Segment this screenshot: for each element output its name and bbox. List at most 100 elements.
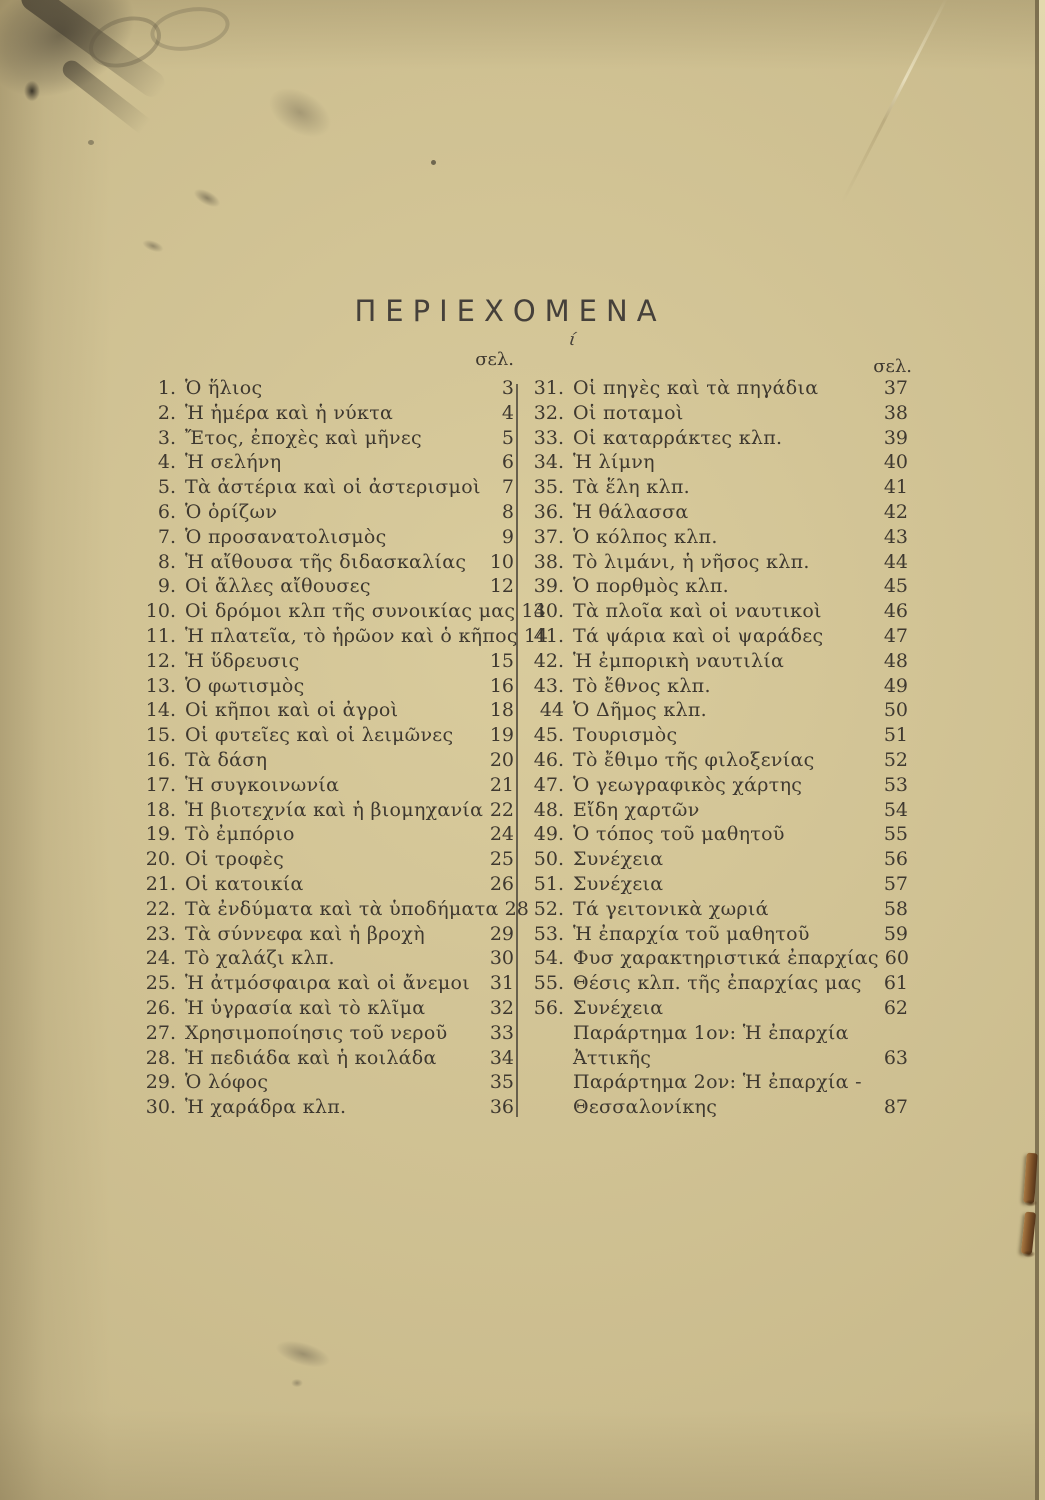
toc-entry-title: Συνέχεια (573, 996, 664, 1019)
pencil-loop-mark (82, 7, 168, 77)
toc-entry: 14. Οἱ κῆποι καὶ οἱ ἀγροὶ 18 (142, 698, 514, 723)
toc-entry-page: 41 (883, 476, 908, 499)
toc-entry-title: Ἡ βιοτεχνία καὶ ἡ βιομηχανία (185, 798, 484, 821)
toc-entry-title: Ἡ αἴθουσα τῆς διδασκαλίας (185, 550, 467, 573)
ink-smudge (138, 235, 168, 257)
toc-entry: 20. Οἱ τροφὲς 25 (142, 847, 514, 872)
toc-entry: 17. Ἡ συγκοινωνία 21 (142, 773, 514, 798)
toc-entry-page: 28 (504, 897, 529, 920)
staple-shadow (1024, 1199, 1038, 1207)
toc-entry-title: Ὁ φωτισμὸς (185, 674, 305, 697)
toc-entry-title: Ὁ πορθμὸς κλπ. (573, 575, 730, 598)
toc-entry-page: 34 (489, 1046, 514, 1069)
toc-entry-page: 49 (883, 674, 908, 697)
toc-entry: 40. Τὰ πλοῖα καὶ οἱ ναυτικοὶ 46 (530, 599, 908, 624)
toc-entry: 56. Συνέχεια 62 (530, 996, 908, 1021)
toc-entry-number: 24. (145, 947, 176, 970)
toc-entry-page: 5 (501, 426, 514, 449)
toc-entry-title: Συνέχεια (573, 872, 664, 895)
toc-entry-page: 21 (489, 773, 514, 796)
toc-entry-page: 42 (883, 500, 908, 523)
toc-entry-title: Ἡ ἡμέρα καὶ ἡ νύκτα (185, 401, 394, 424)
toc-entry-number: 13. (145, 674, 176, 697)
toc-entry-page: 9 (501, 525, 514, 548)
toc-entry-number: 21. (145, 872, 176, 895)
toc-entry: 55. Θέσις κλπ. τῆς ἐπαρχίας μας 61 (530, 971, 908, 996)
toc-entry-title: Τὰ σύννεφα καὶ ἡ βροχὴ (185, 922, 425, 945)
toc-entry-number: 9. (157, 575, 176, 598)
toc-entry-number: 20. (145, 848, 176, 871)
toc-entry: 39. Ὁ πορθμὸς κλπ. 45 (530, 574, 908, 599)
pencil-loop-mark (146, 1, 234, 57)
toc-entry-title: Ἡ θάλασσα (573, 500, 689, 523)
ink-smudge (188, 182, 226, 214)
toc-entry-title: Ἡ ἐπαρχία τοῦ μαθητοῦ (573, 922, 810, 945)
toc-entry-title: Τά ψάρια καὶ οἱ ψαράδες (573, 624, 824, 647)
pencil-smudge (265, 1330, 341, 1378)
toc-entry-page: 25 (489, 848, 514, 871)
toc-entry-page: 18 (489, 699, 514, 722)
toc-entry: 23. Τὰ σύννεφα καὶ ἡ βροχὴ 29 (142, 922, 514, 947)
page-column-label-left: σελ. (475, 349, 514, 370)
toc-entry-title: Τὸ λιμάνι, ἡ νῆσος κλπ. (573, 550, 810, 573)
toc-entry-title: Ἡ συγκοινωνία (185, 773, 340, 796)
toc-entry: 47. Ὁ γεωγραφικὸς χάρτης 53 (530, 773, 908, 798)
toc-entry-title: Τά γειτονικὰ χωριά (573, 897, 769, 920)
toc-entry: 3. Ἔτος, ἐποχὲς καὶ μῆνες 5 (142, 426, 514, 451)
toc-entry-title: Οἱ δρόμοι κλπ τῆς συνοικίας μας (185, 600, 516, 623)
toc-entry: 49. Ὁ τόπος τοῦ μαθητοῦ 55 (530, 822, 908, 847)
toc-entry-number: 3. (157, 426, 176, 449)
toc-entry-title: Ὁ προσανατολισμὸς (185, 525, 387, 548)
toc-entry-number: 25. (145, 972, 176, 995)
toc-entry: Παράρτημα 1ον: Ἡ ἐπαρχία (530, 1021, 908, 1046)
toc-entry-title: Οἱ κῆποι καὶ οἱ ἀγροὶ (185, 699, 399, 722)
toc-entry-page: 30 (489, 947, 514, 970)
toc-entry-number: 54. (533, 947, 564, 970)
toc-entry-number: 11. (145, 624, 176, 647)
toc-entry: 5. Τὰ ἀστέρια καὶ οἱ ἀστερισμοὶ 7 (142, 475, 514, 500)
toc-entry-title: Τὰ πλοῖα καὶ οἱ ναυτικοὶ (573, 600, 822, 623)
toc-entry-number: 19. (145, 823, 176, 846)
toc-entry-number (530, 1021, 564, 1046)
toc-entry-number: 14. (145, 699, 176, 722)
toc-entry-number: 1. (157, 377, 176, 399)
toc-entry-number: 46. (533, 748, 564, 771)
toc-entry-title: Ἡ λίμνη (573, 451, 655, 474)
toc-entry-page: 24 (489, 823, 514, 846)
toc-entry: Παράρτημα 2ον: Ἡ ἐπαρχία - (530, 1070, 908, 1095)
toc-entry-number: 16. (145, 748, 176, 771)
toc-entry-number (530, 1046, 564, 1071)
toc-entry-title: Τὸ ἐμπόριο (185, 823, 295, 846)
toc-entry: 8. Ἡ αἴθουσα τῆς διδασκαλίας 10 (142, 550, 514, 575)
toc-entry: 1. Ὁ ἥλιος 3 (142, 376, 514, 401)
toc-entry: 19. Τὸ ἐμπόριο 24 (142, 822, 514, 847)
toc-entry-title: Ὁ γεωγραφικὸς χάρτης (573, 773, 803, 796)
toc-entry-page: 62 (883, 996, 908, 1019)
toc-entry-title: Οἱ φυτεῖες καὶ οἱ λειμῶνες (185, 724, 454, 747)
toc-entry-page: 26 (489, 872, 514, 895)
toc-entry-page: 29 (489, 922, 514, 945)
ink-smudge (59, 56, 165, 146)
toc-entry-title: Ὁ λόφος (185, 1071, 269, 1094)
toc-entry-title: Ὁ τόπος τοῦ μαθητοῦ (573, 823, 785, 846)
toc-entry-page: 35 (489, 1071, 514, 1094)
toc-entry-title: Ὁ ἥλιος (185, 377, 263, 399)
toc-entry-title: Παράρτημα 1ον: Ἡ ἐπαρχία (573, 1021, 849, 1044)
toc-entry: 36. Ἡ θάλασσα 42 (530, 500, 908, 525)
toc-entry-number: 55. (533, 972, 564, 995)
toc-entry: 32. Οἱ ποταμοὶ 38 (530, 401, 908, 426)
toc-entry-number: 6. (157, 500, 176, 523)
toc-entry: 4. Ἡ σελήνη 6 (142, 450, 514, 475)
toc-entry-page: 32 (489, 996, 514, 1019)
toc-entry: 51. Συνέχεια 57 (530, 872, 908, 897)
toc-entry-number: 10. (145, 600, 176, 623)
pencil-smudge (290, 1378, 304, 1388)
toc-entry-title: Ἀττικῆς (573, 1046, 652, 1069)
toc-entry-number: 36. (533, 500, 564, 523)
toc-entry-page: 46 (883, 600, 908, 623)
toc-entry-page: 20 (489, 748, 514, 771)
toc-entry-page: 19 (489, 724, 514, 747)
toc-entry-number: 51. (533, 872, 564, 895)
toc-entry-page: 38 (883, 401, 908, 424)
toc-entry: Θεσσαλονίκης 87 (530, 1095, 908, 1120)
